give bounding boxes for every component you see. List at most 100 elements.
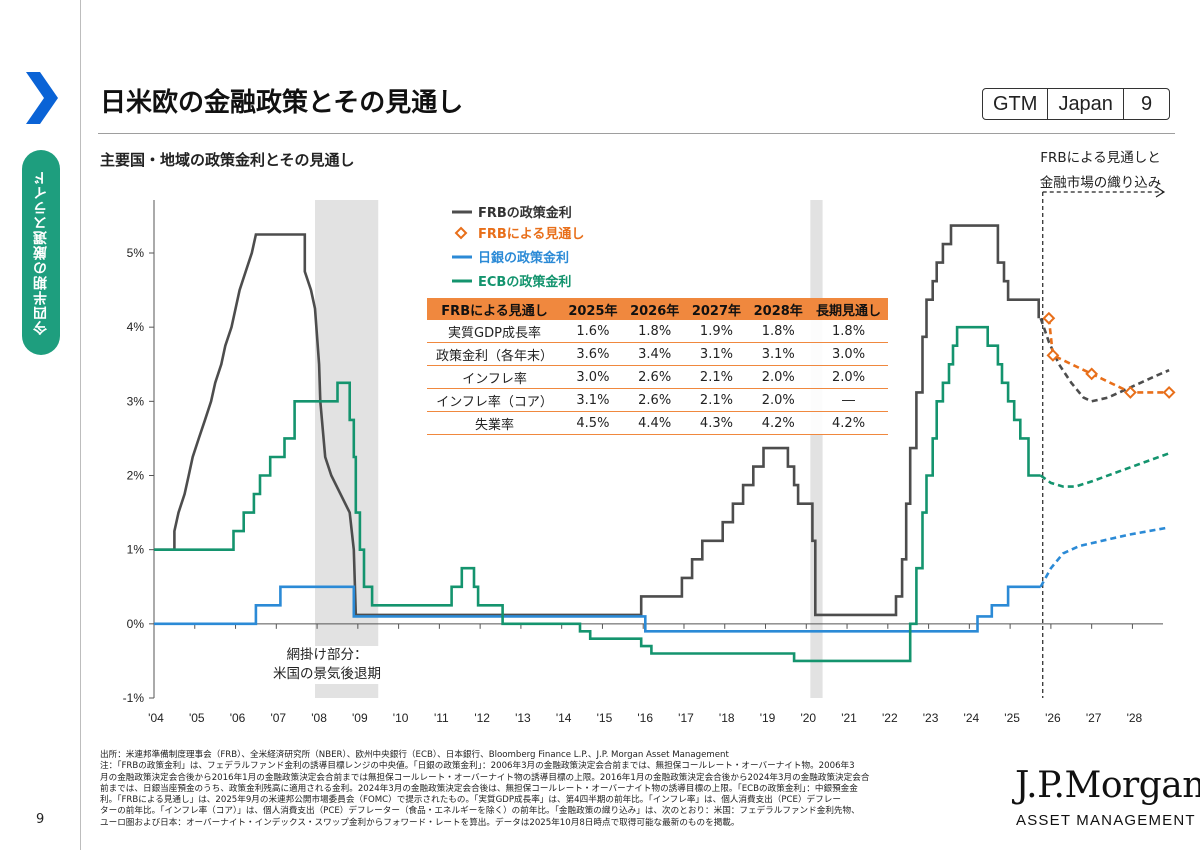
fed-table-header: 2027年: [685, 298, 748, 320]
fed-projection-table: FRBによる見通し 2025年 2026年 2027年 2028年 長期見通し …: [427, 298, 888, 435]
table-cell: 1.8%: [747, 320, 810, 343]
table-cell: 1.6%: [562, 320, 624, 343]
forecast-arrow-head: [1155, 186, 1166, 198]
table-cell: 1.8%: [809, 320, 888, 343]
table-cell: 4.2%: [809, 411, 888, 435]
y-tick-label: 3%: [127, 394, 145, 408]
x-tick-label: '23: [923, 711, 939, 725]
x-tick-label: '08: [311, 711, 327, 725]
x-tick-label: '22: [882, 711, 898, 725]
table-cell: 2.0%: [809, 365, 888, 389]
page-title: 日米欧の金融政策とその見通し: [100, 88, 464, 118]
recession-note-line1: 網掛け部分：: [286, 647, 368, 663]
table-row: インフレ率（コア） 3.1% 2.6% 2.1% 2.0% ―: [427, 388, 888, 412]
x-tick-label: '19: [760, 711, 776, 725]
recession-note-line2: 米国の景気後退期: [273, 666, 381, 682]
source-line: ターの前年比。「インフレ率（コア）」は、個人消費支出（PCE）デフレーター（食品…: [100, 806, 860, 817]
y-tick-label: 5%: [127, 246, 145, 260]
x-tick-label: '24: [964, 711, 980, 725]
table-cell: 3.0%: [562, 365, 624, 389]
series-line: [154, 585, 1041, 633]
data-point: [1162, 386, 1176, 399]
source-line: 前までは、日銀当座預金のうち、政策金利残高に適用される金利。2024年3月の金融…: [100, 783, 858, 794]
table-cell: インフレ率: [427, 365, 563, 389]
y-tick-label: 0%: [127, 617, 145, 631]
data-point: [1046, 348, 1060, 362]
x-tick-label: '16: [637, 711, 653, 725]
table-cell: 3.6%: [562, 342, 624, 366]
sidebar-divider: [80, 0, 81, 850]
x-tick-label: '27: [1086, 711, 1102, 725]
y-tick-label: 2%: [127, 469, 145, 483]
source-notes: 出所：米連邦準備制度理事会（FRB）、全米経済研究所（NBER）、欧州中央銀行（…: [100, 750, 1000, 829]
x-tick-label: '13: [515, 711, 531, 725]
x-tick-label: '11: [434, 711, 449, 725]
x-tick-label: '09: [352, 711, 368, 725]
legend-label: FRBによる見通し: [478, 226, 584, 242]
table-cell: 3.4%: [623, 342, 686, 366]
x-tick-label: '21: [841, 711, 857, 725]
source-line: ユーロ圏および日本：オーバーナイト・インデックス・スワップ金利からフォワード・レ…: [100, 817, 740, 828]
legend-label: 日銀の政策金利: [478, 250, 569, 266]
y-tick-label: -1%: [123, 691, 145, 705]
badge-gtm: GTM: [983, 89, 1049, 119]
table-cell: 政策金利（各年末）: [427, 342, 563, 366]
source-line: 月の金融政策決定会合後から2016年1月の金融政策決定会合前までは無担保コールレ…: [100, 772, 870, 783]
table-cell: 3.1%: [747, 342, 810, 366]
table-row: 政策金利（各年末） 3.6% 3.4% 3.1% 3.1% 3.0%: [427, 342, 888, 366]
forecast-label-line1: FRBによる見通しと: [1040, 150, 1161, 166]
table-cell: 2.6%: [623, 365, 686, 389]
table-cell: 3.0%: [809, 342, 888, 366]
featured-slide-tab[interactable]: 今四半期の厳選スライド: [22, 150, 60, 355]
brand-logo: J.P.Morgan: [1015, 765, 1200, 806]
x-tick-label: '14: [556, 711, 572, 725]
series-line: [154, 325, 1041, 663]
table-cell: 2.1%: [685, 388, 748, 412]
table-cell: 実質GDP成長率: [427, 320, 563, 343]
data-point: [1042, 311, 1056, 325]
legend-label: ECBの政策金利: [478, 274, 571, 290]
chart-subtitle: 主要国・地域の政策金利とその見通し: [100, 151, 355, 169]
table-cell: 失業率: [427, 411, 563, 435]
chevron-right-icon[interactable]: [22, 72, 60, 124]
y-tick-label: 4%: [127, 320, 145, 334]
table-cell: 2.0%: [747, 388, 810, 412]
fed-table-header: 2028年: [747, 298, 810, 320]
x-tick-label: '15: [597, 711, 613, 725]
brand-subtitle: ASSET MANAGEMENT: [1016, 812, 1196, 829]
table-row: 失業率 4.5% 4.4% 4.3% 4.2% 4.2%: [427, 411, 888, 435]
forecast-label-line2: 金融市場の織り込み: [1039, 175, 1162, 191]
forecast-label: FRBによる見通しと 金融市場の織り込み: [1033, 146, 1168, 196]
slide-badge: GTM Japan 9: [982, 88, 1171, 120]
series-line: [1047, 318, 1170, 394]
table-cell: 2.1%: [685, 365, 748, 389]
x-tick-label: '06: [230, 711, 246, 725]
source-line: 注：「FRBの政策金利」は、フェデラルファンド金利の誘導目標レンジの中央値。「日…: [100, 761, 855, 772]
table-cell: 4.3%: [685, 411, 748, 435]
data-point: [1123, 386, 1137, 399]
x-tick-label: '26: [1045, 711, 1061, 725]
table-cell: 4.5%: [562, 411, 624, 435]
table-cell: 4.4%: [623, 411, 686, 435]
table-row: インフレ率 3.0% 2.6% 2.1% 2.0% 2.0%: [427, 365, 888, 389]
badge-page: 9: [1140, 93, 1153, 115]
series-line: [1039, 452, 1170, 488]
x-tick-label: '17: [678, 711, 694, 725]
fed-table-header-row: FRBによる見通し 2025年 2026年 2027年 2028年 長期見通し: [427, 298, 888, 320]
table-cell: インフレ率（コア）: [427, 388, 563, 412]
table-row: 実質GDP成長率 1.6% 1.8% 1.9% 1.8% 1.8%: [427, 320, 888, 343]
x-tick-label: '12: [474, 711, 490, 725]
table-cell: 3.1%: [685, 342, 748, 366]
recession-shade: [810, 200, 823, 698]
x-tick-label: '20: [800, 711, 816, 725]
table-cell: 2.0%: [747, 365, 810, 389]
x-tick-label: '28: [1127, 711, 1143, 725]
x-tick-label: '07: [270, 711, 286, 725]
series-line: [154, 224, 1040, 617]
fed-table-header: 長期見通し: [809, 298, 888, 320]
recession-shading-note: 網掛け部分： 米国の景気後退期: [272, 646, 382, 684]
source-line: 利。「FRBによる見通し」は、2025年9月の米連邦公開市場委員会（FOMC）で…: [100, 795, 841, 806]
table-cell: 1.8%: [623, 320, 686, 343]
table-cell: 4.2%: [747, 411, 810, 435]
data-point: [1085, 367, 1099, 381]
